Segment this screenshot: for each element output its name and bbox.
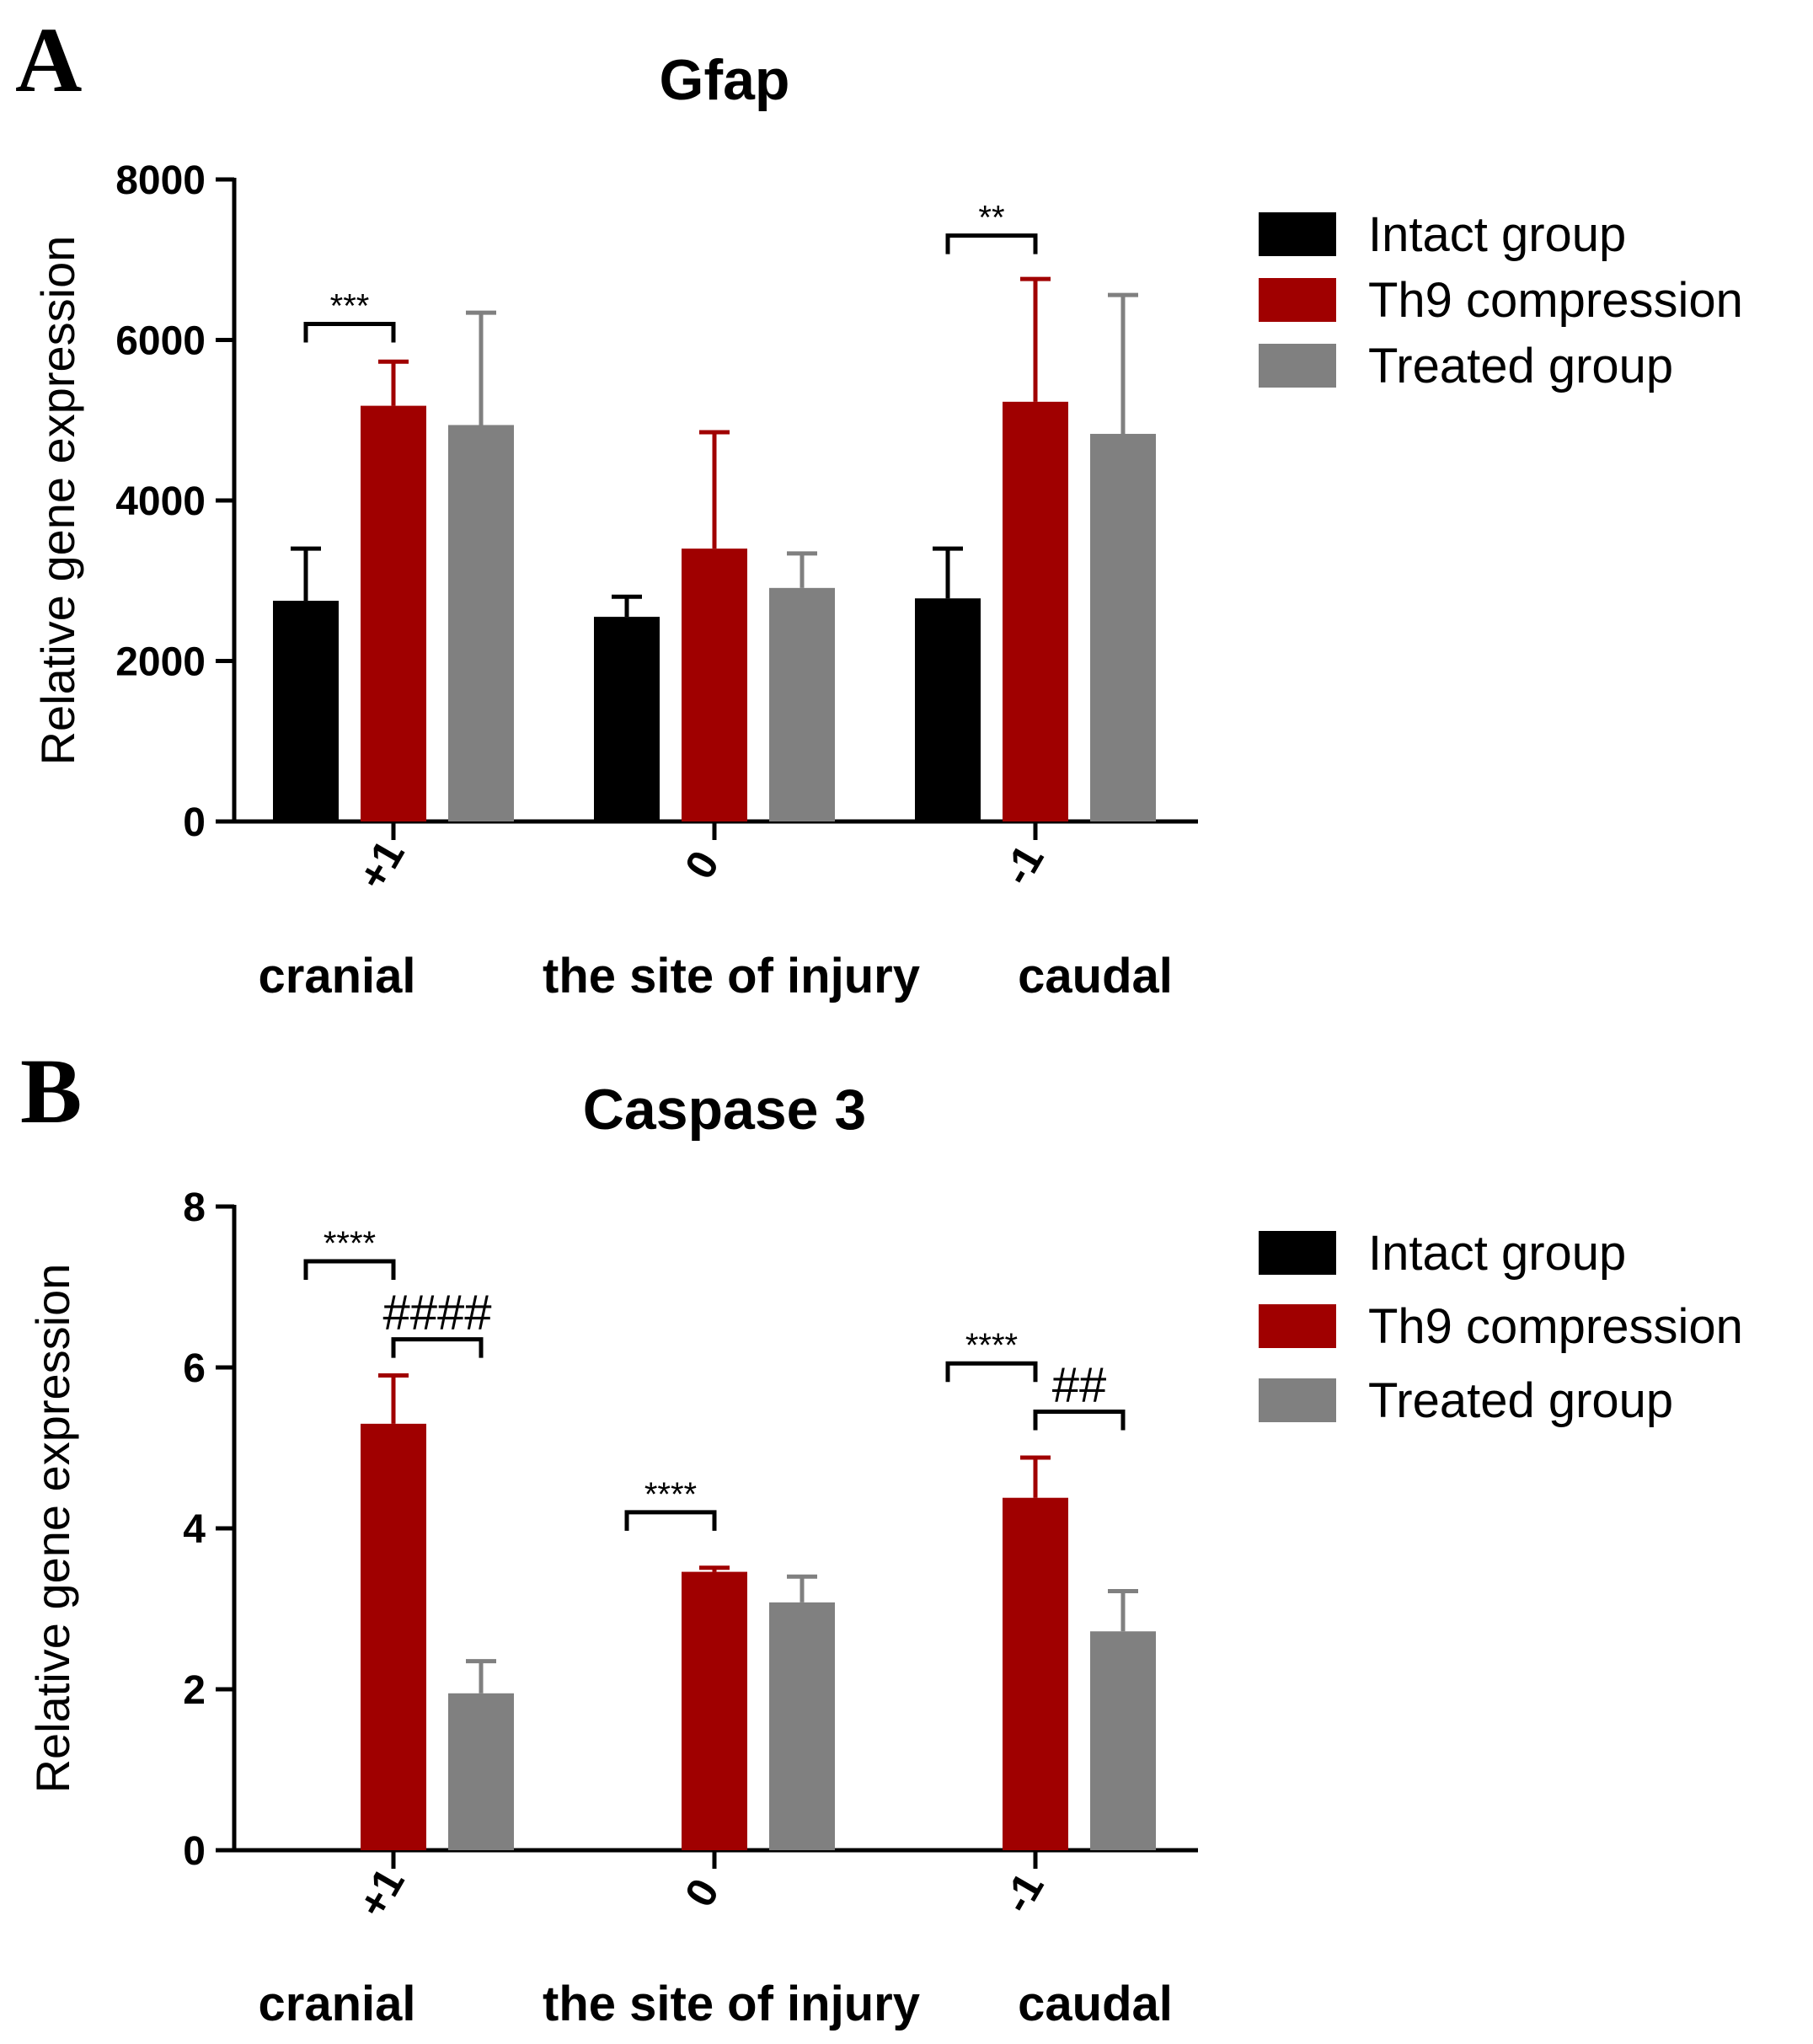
bar [682, 1571, 747, 1850]
legend-entry: Intact group [1368, 207, 1626, 262]
x-tick-label: 0 [676, 1870, 728, 1914]
bar [1090, 433, 1156, 821]
bar [594, 617, 660, 821]
significance-bracket [945, 233, 1038, 254]
x-tick-label: -1 [993, 837, 1053, 893]
significance-label: ## [1052, 1358, 1107, 1413]
region-label: the site of injury [543, 949, 920, 1003]
bar [769, 587, 835, 821]
significance-bracket [624, 1510, 717, 1531]
y-tick-label: 4 [183, 1507, 206, 1552]
y-tick-label: 2 [183, 1668, 206, 1713]
y-tick-label: 4000 [115, 479, 206, 524]
legend-entry: Treated group [1368, 1373, 1673, 1428]
significance-bracket [1033, 1410, 1126, 1431]
significance-label: #### [382, 1286, 491, 1340]
significance-label: **** [965, 1327, 1018, 1364]
significance-label: **** [644, 1476, 697, 1513]
significance-bracket [391, 1337, 484, 1358]
x-tick-label: +1 [349, 832, 414, 897]
chart-panel-a: A Gfap Relative gene expression 0 2000 4000 60… [15, 8, 1743, 1003]
y-tick-label: 0 [183, 800, 206, 845]
bar [769, 1602, 835, 1850]
y-tick-label: 6 [183, 1346, 206, 1391]
legend-swatch [1259, 212, 1336, 256]
y-tick-label: 8 [183, 1185, 206, 1230]
bar [361, 405, 426, 821]
region-label: caudal [1018, 1977, 1173, 2031]
significance-label: *** [330, 287, 370, 324]
significance-label: ** [978, 200, 1004, 237]
significance-bracket [303, 321, 396, 343]
region-label: cranial [259, 1977, 416, 2031]
bar [448, 1693, 514, 1850]
legend-swatch [1259, 278, 1336, 322]
legend-swatch [1259, 1378, 1336, 1422]
y-tick-label: 6000 [115, 319, 206, 364]
bar [915, 598, 981, 821]
chart-panel-b: B Caspase 3 Relative gene expression 0 2 4 6 8 +… [20, 1040, 1743, 2031]
panel-letter: B [20, 1040, 82, 1142]
significance-bracket [945, 1361, 1038, 1383]
x-tick-label: 0 [676, 843, 728, 886]
legend-entry: Intact group [1368, 1226, 1626, 1281]
legend-swatch [1259, 1231, 1336, 1275]
panel-letter: A [15, 8, 82, 111]
legend-entry: Th9 compression [1368, 1299, 1743, 1354]
legend-swatch [1259, 1304, 1336, 1348]
y-tick-label: 2000 [115, 640, 206, 685]
bar [448, 425, 514, 821]
legend-entry: Th9 compression [1368, 273, 1743, 328]
bar [682, 548, 747, 821]
significance-label: **** [324, 1225, 376, 1262]
region-label: the site of injury [543, 1977, 920, 2031]
bar [1003, 401, 1068, 821]
x-tick-label: +1 [349, 1860, 414, 1925]
significance-bracket [303, 1259, 396, 1280]
bar [1090, 1631, 1156, 1850]
bar [273, 601, 339, 821]
legend-swatch [1259, 344, 1336, 388]
region-label: cranial [259, 949, 416, 1003]
y-tick-label: 0 [183, 1829, 206, 1874]
x-tick-label: -1 [993, 1865, 1053, 1921]
chart-title: Caspase 3 [583, 1078, 866, 1142]
bar [1003, 1497, 1068, 1850]
y-axis-label: Relative gene expression [26, 1264, 79, 1794]
legend-entry: Treated group [1368, 339, 1673, 393]
y-axis-label: Relative gene expression [31, 236, 84, 766]
bar [361, 1423, 426, 1850]
y-tick-label: 8000 [115, 158, 206, 203]
region-label: caudal [1018, 949, 1173, 1003]
chart-title: Gfap [660, 48, 790, 112]
